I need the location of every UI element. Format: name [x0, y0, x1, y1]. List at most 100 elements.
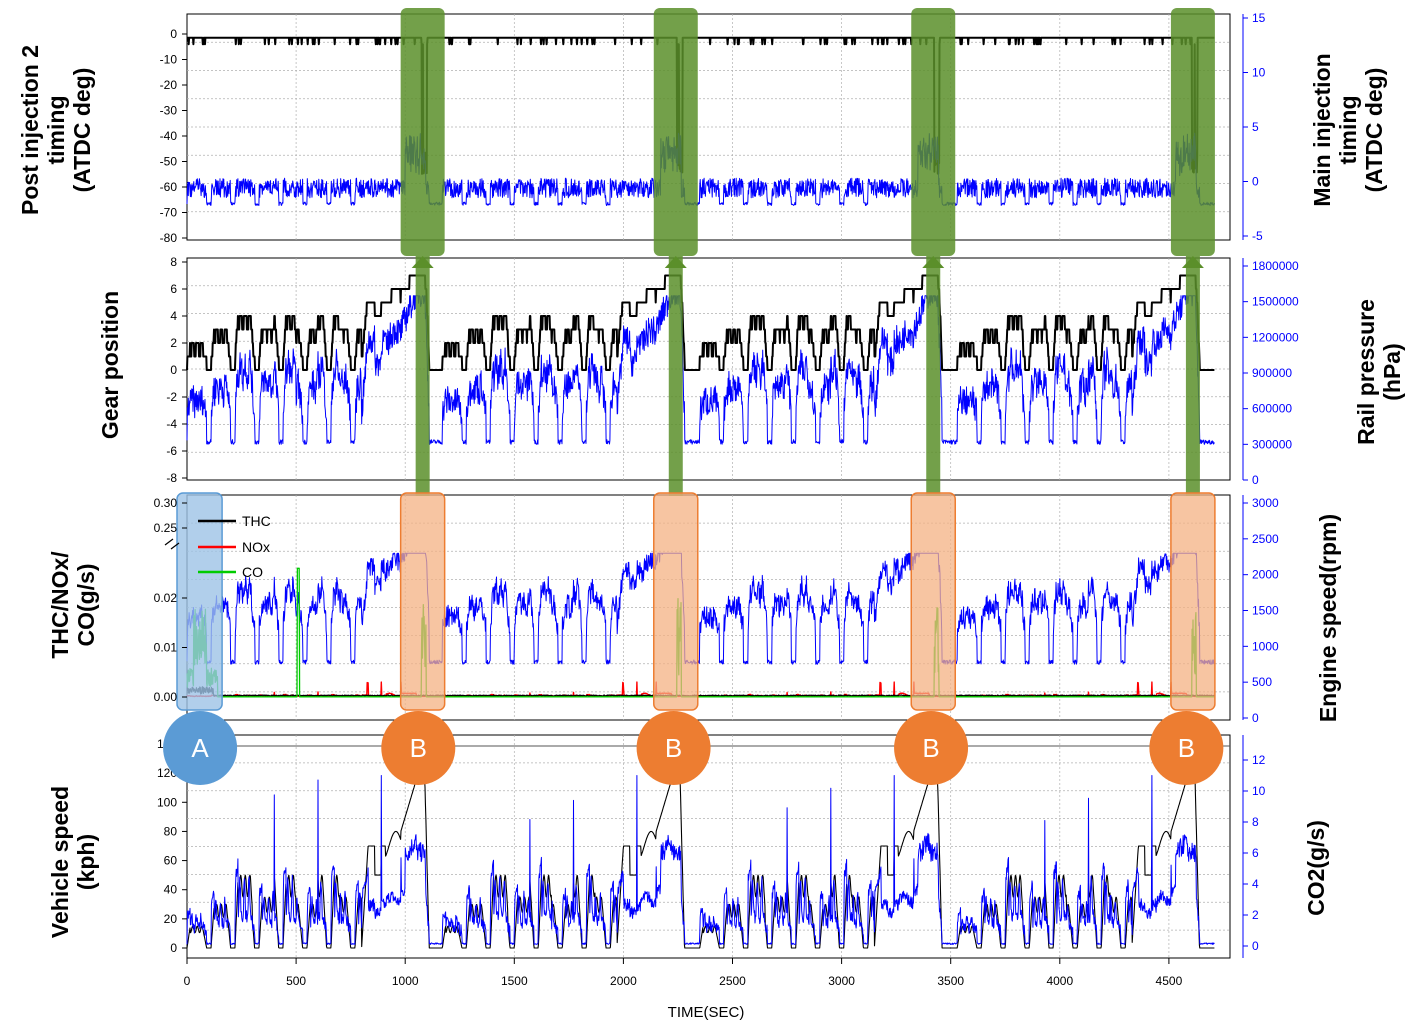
x-tick-label: 1000	[392, 974, 419, 988]
panel3-right-tick: 500	[1252, 675, 1272, 689]
panel3-left-tick: 0.00	[154, 690, 178, 704]
panel4-left-title-line1: Vehicle speed	[47, 786, 73, 938]
x-tick-label: 1500	[501, 974, 528, 988]
panel2-left-tick: -2	[166, 390, 177, 404]
panel1-left-title-line2: timing	[43, 96, 69, 165]
nox-line	[186, 681, 1215, 698]
x-axis-title: TIME(SEC)	[668, 1004, 745, 1021]
panel1-left-tick: -20	[160, 78, 178, 92]
panel1-right-tick: 5	[1252, 120, 1259, 134]
event-marker-label: B	[410, 733, 427, 763]
event-marker-circle	[894, 711, 969, 785]
panel2-right-title-line1: Rail pressure	[1353, 299, 1379, 445]
green-arrow-2	[922, 256, 945, 268]
panel2-right-tick: 600000	[1252, 402, 1292, 416]
panel4-left-tick: 40	[164, 883, 178, 897]
event-marker-label: A	[191, 733, 209, 763]
event-marker-label: B	[922, 733, 939, 763]
panel2-left-tick: -8	[166, 471, 177, 485]
event-marker-b-3: B	[894, 711, 969, 785]
panel1-left-tick: -40	[160, 129, 178, 143]
main-injection-timing-line	[186, 132, 1215, 206]
panel3-right-tick: 2000	[1252, 568, 1279, 582]
green-highlight-stem-0	[415, 256, 430, 496]
legend-label-nox: NOx	[242, 539, 270, 555]
green-highlight-stem-1	[668, 256, 683, 496]
panel4-left-tick: 0	[170, 941, 177, 955]
event-marker-label: B	[1178, 733, 1195, 763]
green-highlight-stem-3	[1185, 256, 1200, 496]
panel1-right-tick: 0	[1252, 175, 1259, 189]
panel2-right-title-line2: (hPa)	[1379, 343, 1405, 401]
thc-line	[186, 686, 1215, 697]
panel4-right-tick: 6	[1252, 846, 1259, 860]
orange-highlight-1	[653, 492, 699, 711]
panel4-left-tick: 80	[164, 824, 178, 838]
panel4-left-tick: 60	[164, 854, 178, 868]
gear-position-line	[186, 274, 1215, 371]
legend-label-co: CO	[242, 564, 263, 580]
green-highlight-stem-2	[926, 256, 941, 496]
panel2-right-tick: 300000	[1252, 437, 1292, 451]
orange-highlight-0	[399, 492, 446, 711]
panel1-left-tick: -30	[160, 104, 178, 118]
panel2-left-tick: 8	[170, 255, 177, 269]
panel1-left-tick: 0	[170, 27, 177, 41]
panel2-left-tick: 4	[170, 309, 177, 323]
panel4-left-title-line2: (kph)	[73, 834, 99, 890]
panel2-left-tick: -6	[166, 444, 177, 458]
panel1-right-title-line2: timing	[1335, 96, 1361, 165]
panel4-right-tick: 8	[1252, 815, 1259, 829]
event-marker-a-0: A	[163, 711, 238, 785]
panel4-left-tick: 20	[164, 912, 178, 926]
panel1-left-title-line3: (ATDC deg)	[69, 68, 95, 193]
panel4-right-title: CO2(g/s)	[1303, 820, 1329, 916]
panel3-right-title-line1: Engine speed(rpm)	[1315, 514, 1341, 722]
x-tick-label: 4000	[1046, 974, 1073, 988]
orange-highlight-3	[1170, 492, 1216, 711]
green-arrow-3	[1181, 256, 1204, 268]
event-marker-circle	[163, 711, 238, 785]
panel3-left-title-line1: THC/NOx/	[47, 551, 73, 659]
panel1-right-title: Main injection timing (ATDC deg)	[1309, 53, 1387, 206]
rail-pressure-line	[186, 295, 1215, 445]
legend: THC NOx CO	[198, 513, 271, 580]
x-tick-label: 0	[184, 974, 191, 988]
panel3-left-tick: 0.25	[154, 521, 178, 535]
panel1-left-tick: -10	[160, 53, 178, 67]
legend-label-thc: THC	[242, 513, 271, 529]
panel1-left-tick: -60	[160, 180, 178, 194]
orange-highlight-2	[910, 492, 956, 711]
panel2-left-tick: 0	[170, 363, 177, 377]
green-highlight-top-0	[400, 8, 445, 256]
panel2-right-tick: 0	[1252, 473, 1259, 487]
panel1-right-tick: 15	[1252, 11, 1266, 25]
panel1-left-tick: -50	[160, 155, 178, 169]
panel2-left-title: Gear position	[97, 291, 123, 439]
panel4-right-tick: 4	[1252, 877, 1259, 891]
panel1-right-title-line3: (ATDC deg)	[1361, 68, 1387, 193]
panel4-right-tick: 2	[1252, 908, 1259, 922]
panel1-left-title: Post injection 2 timing (ATDC deg)	[17, 45, 95, 215]
panel2-left-tick: 6	[170, 282, 177, 296]
event-marker-b-2: B	[636, 711, 711, 785]
event-marker-b-1: B	[381, 711, 456, 785]
panel2-left-tick: 2	[170, 336, 177, 350]
panel2-right-tick: 900000	[1252, 366, 1292, 380]
panel1-right-tick: -5	[1252, 229, 1263, 243]
panel3-right-tick: 2500	[1252, 532, 1279, 546]
panel3-right-tick: 3000	[1252, 496, 1279, 510]
panel3-left-tick: 0.30	[154, 496, 178, 510]
event-marker-circle	[1149, 711, 1224, 785]
panel2-right-tick: 1200000	[1252, 330, 1299, 344]
panel2-left-tick: -4	[166, 417, 177, 431]
event-marker-b-4: B	[1149, 711, 1224, 785]
event-marker-circle	[636, 711, 711, 785]
panel1-left-tick: -80	[160, 231, 178, 245]
x-tick-label: 2500	[719, 974, 746, 988]
green-highlight-top-1	[653, 8, 698, 256]
green-highlight-top-2	[911, 8, 956, 256]
panel3-left-title-line2: CO(g/s)	[73, 563, 99, 646]
panel3-right-title: Engine speed(rpm)	[1315, 514, 1341, 722]
